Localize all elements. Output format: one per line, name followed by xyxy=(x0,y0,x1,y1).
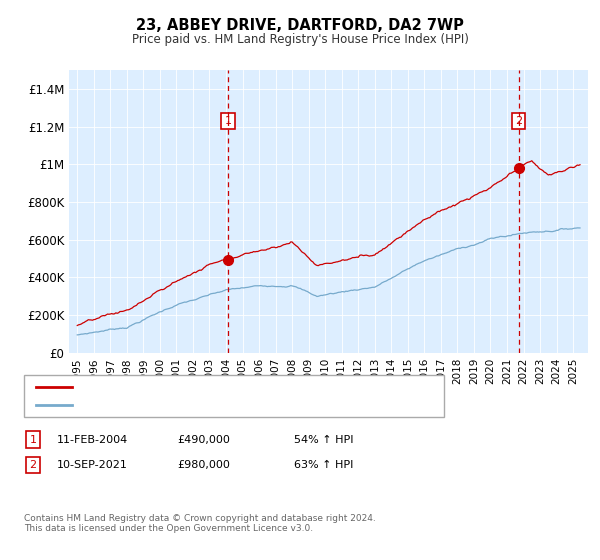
Text: £980,000: £980,000 xyxy=(177,460,230,470)
Text: 63% ↑ HPI: 63% ↑ HPI xyxy=(294,460,353,470)
Text: 23, ABBEY DRIVE, DARTFORD, DA2 7WP: 23, ABBEY DRIVE, DARTFORD, DA2 7WP xyxy=(136,18,464,32)
Text: 54% ↑ HPI: 54% ↑ HPI xyxy=(294,435,353,445)
Text: 1: 1 xyxy=(224,116,232,126)
Text: 10-SEP-2021: 10-SEP-2021 xyxy=(57,460,128,470)
Text: 2: 2 xyxy=(29,460,37,470)
Text: Contains HM Land Registry data © Crown copyright and database right 2024.
This d: Contains HM Land Registry data © Crown c… xyxy=(24,514,376,533)
Text: Price paid vs. HM Land Registry's House Price Index (HPI): Price paid vs. HM Land Registry's House … xyxy=(131,32,469,46)
Text: 1: 1 xyxy=(29,435,37,445)
Text: 2: 2 xyxy=(515,116,522,126)
Text: 23, ABBEY DRIVE, DARTFORD, DA2 7WP (detached house): 23, ABBEY DRIVE, DARTFORD, DA2 7WP (deta… xyxy=(78,382,395,392)
Text: £490,000: £490,000 xyxy=(177,435,230,445)
Text: HPI: Average price, detached house, Dartford: HPI: Average price, detached house, Dart… xyxy=(78,400,326,410)
Text: 11-FEB-2004: 11-FEB-2004 xyxy=(57,435,128,445)
